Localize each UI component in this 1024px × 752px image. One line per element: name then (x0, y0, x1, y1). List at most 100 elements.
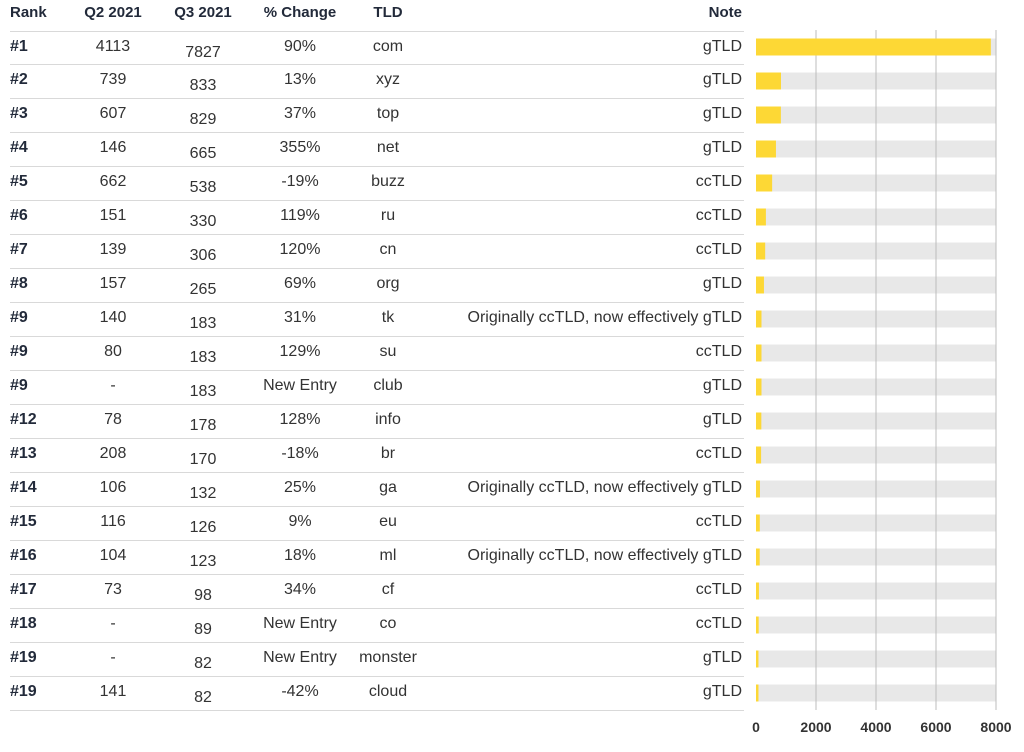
tld-cell: br (380, 445, 396, 462)
bar-info (756, 412, 762, 430)
q3-cell: 330 (189, 213, 217, 230)
change-cell: New Entry (263, 615, 337, 632)
change-cell: 355% (279, 139, 321, 156)
table-row: #7 139 306 120% cn ccTLD (10, 235, 744, 269)
header-q2: Q2 2021 (84, 4, 142, 21)
note-cell: Originally ccTLD, now effectively gTLD (467, 479, 742, 496)
q3-cell: 126 (189, 519, 217, 536)
tld-cell: co (379, 615, 397, 632)
change-cell: 9% (288, 513, 312, 530)
note-cell: ccTLD (695, 615, 742, 632)
bar-net (756, 140, 776, 158)
note-cell: ccTLD (695, 241, 742, 258)
bar-cf (756, 582, 759, 600)
change-cell: 120% (279, 241, 321, 258)
change-cell: -42% (281, 683, 319, 700)
change-cell: -19% (281, 173, 319, 190)
rank-cell: #17 (10, 581, 37, 598)
bar-buzz (756, 174, 773, 192)
rank-cell: #8 (10, 275, 28, 292)
note-cell: gTLD (702, 649, 742, 666)
note-cell: gTLD (702, 411, 742, 428)
bar-chart: 0 2000 4000 6000 8000 (752, 30, 1012, 735)
change-cell: 69% (283, 275, 317, 292)
bar-monster (756, 650, 759, 668)
tld-cell: ml (379, 547, 397, 564)
change-cell: New Entry (263, 649, 337, 666)
q3-cell: 183 (189, 383, 217, 400)
rank-cell: #2 (10, 71, 28, 88)
q2-cell: 139 (99, 241, 127, 258)
note-cell: gTLD (702, 275, 742, 292)
table-row: #9 - 183 New Entry club gTLD (10, 371, 744, 405)
change-cell: 119% (280, 207, 320, 224)
q3-cell: 89 (194, 621, 212, 638)
tld-cell: club (373, 377, 403, 394)
tld-cell: cn (379, 241, 397, 258)
tld-cell: top (376, 105, 400, 122)
q2-cell: 78 (104, 411, 122, 428)
table-row: #16 104 123 18% ml Originally ccTLD, now effe… (10, 541, 744, 575)
q3-cell: 82 (194, 655, 212, 672)
bar-top (756, 106, 781, 124)
rank-cell: #9 (10, 377, 28, 394)
bar-su (756, 344, 762, 362)
table-row: #1 4113 7827 90% com gTLD (10, 31, 744, 65)
q2-cell: 140 (99, 309, 127, 326)
q3-cell: 98 (194, 587, 212, 604)
q2-cell: 151 (99, 207, 127, 224)
q2-cell: 116 (100, 513, 126, 530)
bar-cloud (756, 684, 759, 702)
change-cell: 18% (283, 547, 317, 564)
tld-cell: org (376, 275, 400, 292)
rank-cell: #9 (10, 309, 28, 326)
rank-cell: #6 (10, 207, 28, 224)
rank-cell: #18 (10, 615, 37, 632)
rank-cell: #4 (10, 139, 28, 156)
table-row: #9 80 183 129% su ccTLD (10, 337, 744, 371)
q2-cell: 208 (99, 445, 127, 462)
q2-cell: - (110, 377, 116, 394)
tld-cell: ga (379, 479, 397, 496)
bar-ml (756, 548, 760, 566)
rank-cell: #14 (10, 479, 37, 496)
q2-cell: 662 (99, 173, 127, 190)
bar-xyz (756, 72, 781, 90)
bar-br (756, 446, 762, 464)
q2-cell: 104 (99, 547, 127, 564)
q3-cell: 665 (189, 145, 217, 162)
x-tick-label: 6000 (920, 719, 951, 735)
table-row: #19 141 82 -42% cloud gTLD (10, 677, 744, 711)
table-row: #4 146 665 355% net gTLD (10, 133, 744, 167)
table-row: #6 151 330 119% ru ccTLD (10, 201, 744, 235)
q3-cell: 82 (194, 689, 212, 706)
tld-cell: monster (359, 649, 417, 666)
table-row: #18 - 89 New Entry co ccTLD (10, 609, 744, 643)
q2-cell: 157 (99, 275, 127, 292)
header-change: % Change (263, 4, 337, 21)
change-cell: 128% (279, 411, 321, 428)
note-cell: gTLD (702, 71, 742, 88)
tld-cell: su (379, 343, 397, 360)
note-cell: gTLD (702, 683, 742, 700)
q2-cell: 106 (99, 479, 127, 496)
table-row: #2 739 833 13% xyz gTLD (10, 65, 744, 99)
bar-co (756, 616, 759, 634)
q3-cell: 123 (189, 553, 217, 570)
q2-cell: - (110, 615, 116, 632)
table-row: #19 - 82 New Entry monster gTLD (10, 643, 744, 677)
change-cell: New Entry (263, 377, 337, 394)
q2-cell: 607 (99, 105, 127, 122)
header-rank: Rank (10, 4, 47, 21)
bar-ga (756, 480, 760, 498)
change-cell: 129% (279, 343, 321, 360)
rank-cell: #13 (10, 445, 37, 462)
header-note: Note (708, 4, 742, 21)
x-tick-label: 0 (752, 719, 760, 735)
bar-eu (756, 514, 760, 532)
tld-cell: xyz (376, 71, 400, 88)
q3-cell: 183 (189, 315, 217, 332)
rank-cell: #9 (10, 343, 28, 360)
note-cell: gTLD (702, 139, 742, 156)
table-row: #3 607 829 37% top gTLD (10, 99, 744, 133)
